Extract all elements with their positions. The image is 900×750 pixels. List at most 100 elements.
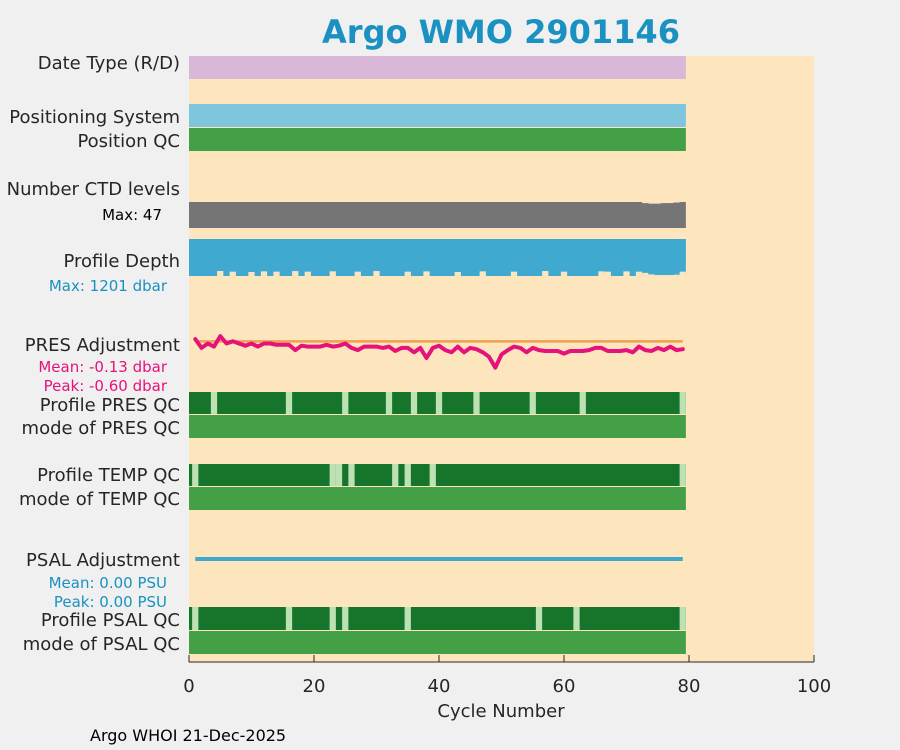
profile-temp-qc-bar [189, 464, 686, 486]
x-tick-label: 80 [678, 676, 701, 697]
psal-adjustment-mean-stat: Mean: 0.00 PSU [49, 574, 167, 592]
profile-depth-notch [635, 271, 643, 276]
position-qc-bar [189, 128, 686, 151]
data-bars [189, 56, 686, 654]
row-label-pres-adjustment: PRES Adjustment [25, 335, 180, 356]
ctd-levels-bar [189, 202, 686, 228]
profile-pres-qc-gap [342, 392, 349, 414]
profile-depth-notch [260, 271, 268, 276]
profile-depth-notch [654, 275, 674, 276]
profile-pres-qc-gap [679, 392, 686, 414]
row-label-profile-depth: Profile Depth [63, 251, 180, 272]
x-tick-label: 20 [303, 676, 326, 697]
profile-depth-notch [604, 271, 611, 276]
profile-pres-qc-gap [579, 392, 586, 414]
profile-depth-notch [229, 271, 236, 276]
positioning-system-bar [189, 104, 686, 127]
profile-pres-qc-gap [529, 392, 536, 414]
profile-temp-qc-gap [404, 464, 411, 486]
profile-psal-qc-gap [192, 607, 199, 630]
profile-psal-qc-gap [679, 607, 686, 630]
x-tick-label: 60 [553, 676, 576, 697]
profile-depth-notch [292, 271, 299, 276]
row-label-psal-adjustment: PSAL Adjustment [26, 550, 180, 571]
profile-depth-notch [510, 271, 518, 276]
profile-temp-qc-gap [679, 464, 686, 486]
data-lines [193, 334, 685, 561]
mode-pres-qc-bar [189, 415, 686, 438]
profile-psal-qc-gap [329, 607, 336, 630]
profile-temp-qc-gap [348, 464, 355, 486]
profile-depth-notch [673, 274, 680, 276]
row-labels: Date Type (R/D) Positioning System Posit… [7, 53, 180, 655]
row-label-mode-pres-qc: mode of PRES QC [22, 418, 180, 439]
row-label-mode-temp-qc: mode of TEMP QC [19, 489, 180, 510]
profile-pres-qc-gap [285, 392, 293, 414]
profile-depth-notch [329, 271, 336, 276]
profile-pres-qc-gap [435, 392, 443, 414]
profile-depth-notch [217, 271, 224, 276]
ctd-levels-max-stat: Max: 47 [102, 206, 162, 224]
profile-depth-notch [404, 271, 411, 276]
profile-depth-bar [189, 239, 686, 276]
date-type-bar [189, 56, 686, 79]
row-label-mode-psal-qc: mode of PSAL QC [23, 634, 180, 655]
ctd-levels-notch [642, 202, 649, 204]
pres-adjustment-peak-stat: Peak: -0.60 dbar [44, 377, 168, 395]
profile-depth-notch [423, 271, 430, 276]
x-axis-label: Cycle Number [437, 701, 565, 722]
profile-depth-notch [542, 271, 549, 276]
ctd-levels-notch [673, 202, 680, 203]
profile-depth-notch [454, 271, 461, 276]
mode-temp-qc-bar [189, 487, 686, 510]
ctd-levels-notch [660, 202, 674, 204]
profile-depth-notch [648, 274, 655, 276]
x-tick-label: 40 [428, 676, 451, 697]
footer-credit: Argo WHOI 21-Dec-2025 [90, 726, 286, 745]
profile-temp-qc-gap [392, 464, 399, 486]
profile-depth-notch [598, 271, 605, 276]
profile-psal-qc-gap [535, 607, 543, 630]
profile-psal-qc-gap [342, 607, 349, 630]
row-label-positioning-system: Positioning System [9, 107, 180, 128]
chart-title: Argo WMO 2901146 [322, 13, 680, 51]
profile-depth-notch [642, 272, 649, 276]
profile-depth-notch [248, 271, 255, 276]
row-label-profile-psal-qc: Profile PSAL QC [41, 610, 180, 631]
row-label-profile-temp-qc: Profile TEMP QC [37, 465, 180, 486]
row-label-date-type: Date Type (R/D) [38, 53, 180, 74]
profile-depth-max-stat: Max: 1201 dbar [49, 277, 168, 295]
profile-depth-notch [479, 271, 486, 276]
pres-adjustment-line [193, 334, 685, 370]
x-tick-label: 100 [797, 676, 831, 697]
profile-pres-qc-gap [385, 392, 393, 414]
profile-pres-qc-gap [410, 392, 418, 414]
row-label-profile-pres-qc: Profile PRES QC [40, 395, 180, 416]
profile-depth-notch [560, 271, 568, 276]
profile-depth-notch [273, 271, 280, 276]
ctd-levels-notch [648, 202, 661, 204]
x-ticks: 0 20 40 60 80 100 [183, 655, 831, 697]
mode-psal-qc-bar [189, 631, 686, 654]
profile-depth-notch [354, 271, 361, 276]
row-label-number-ctd-levels: Number CTD levels [7, 179, 180, 200]
profile-temp-qc-gap [429, 464, 436, 486]
profile-pres-qc-gap [210, 392, 218, 414]
profile-depth-notch [304, 271, 311, 276]
x-tick-label: 0 [183, 676, 194, 697]
profile-temp-qc-gap [335, 464, 343, 486]
profile-psal-qc-gap [285, 607, 293, 630]
profile-temp-qc-gap [329, 464, 336, 486]
profile-psal-qc-gap [573, 607, 580, 630]
profile-psal-qc-bar [189, 607, 686, 630]
profile-depth-notch [623, 271, 630, 276]
profile-depth-notch [679, 271, 686, 276]
psal-adjustment-peak-stat: Peak: 0.00 PSU [54, 593, 167, 611]
profile-psal-qc-gap [404, 607, 411, 630]
row-label-position-qc: Position QC [77, 131, 180, 152]
profile-depth-notch [373, 271, 380, 276]
profile-temp-qc-gap [192, 464, 199, 486]
pres-adjustment-mean-stat: Mean: -0.13 dbar [38, 358, 168, 376]
profile-pres-qc-gap [473, 392, 480, 414]
